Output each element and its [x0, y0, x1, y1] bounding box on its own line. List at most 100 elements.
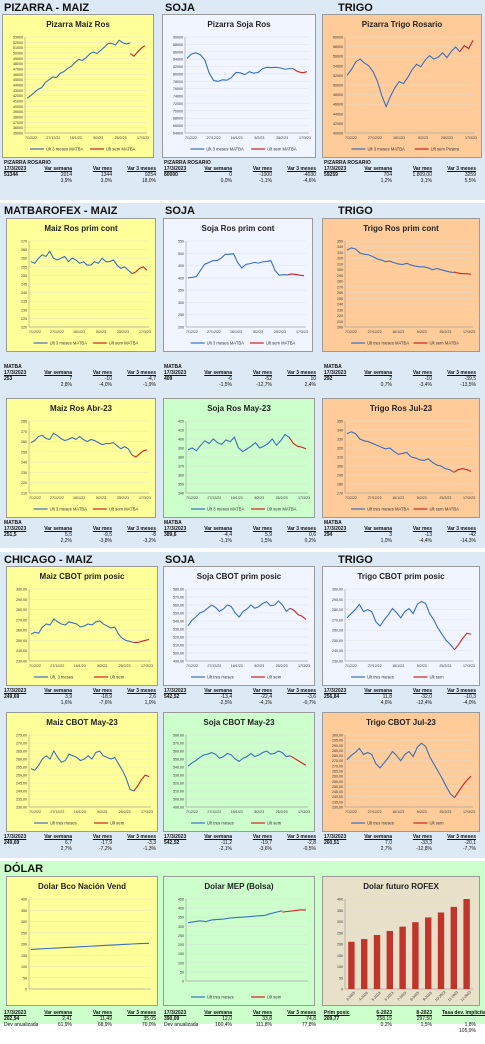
series-line-last-week — [459, 40, 474, 52]
table-cell: 1.809,00 — [412, 172, 432, 178]
table-cell: -32,0 — [420, 694, 432, 700]
y-tick-label: 300,00 — [332, 588, 343, 592]
x-tick-label: 5/2/23 — [254, 810, 264, 814]
y-tick-label: 230 — [21, 308, 27, 312]
chart-cmaizm: Maiz CBOT May-23 275,00 270,00 265,00 260,00… — [6, 712, 158, 832]
legend-main: Ult 3 meses MATBA — [207, 341, 245, 346]
y-tick-label: 350 — [178, 289, 184, 293]
legend-main: Ult 3 meses MATBA — [207, 507, 245, 512]
table-title: MATBA — [324, 520, 342, 526]
x-tick-label: 25/2/23 — [439, 330, 451, 334]
y-tick-label: 340 — [337, 429, 343, 433]
series-line-last-week — [289, 607, 307, 620]
x-tick-label: 27/12/22 — [207, 496, 221, 500]
table-cell: 77,8% — [301, 1022, 316, 1028]
series-line-last-week — [133, 774, 150, 792]
table-cell: -20,1 — [464, 840, 476, 846]
legend-last-week: Ult sem — [267, 995, 282, 1000]
table-cell: 256,84 — [324, 694, 340, 700]
chart-atrigo: Trigo Ros Jul-23 350 340 330 320 310 300 290 280… — [322, 398, 480, 518]
y-tick-label: 340 — [178, 492, 184, 496]
x-tick-label: 17/3/23 — [298, 810, 310, 814]
table-header: 17/3/2023 — [324, 370, 347, 376]
chart-title: Trigo CBOT prim posic — [357, 572, 445, 581]
x-tick-label: 7-2023 — [397, 991, 408, 1002]
x-tick-label: 25/2/23 — [439, 664, 451, 668]
table-header: Var 3 meses — [127, 688, 156, 694]
series-line-main — [187, 433, 290, 453]
series-line-last-week — [454, 775, 472, 799]
table-header: 17/3/2023 — [324, 526, 347, 532]
y-tick-label: 400 — [337, 898, 343, 902]
y-tick-label: 150 — [337, 954, 343, 958]
y-tick-label: 320 — [337, 447, 343, 451]
x-tick-label: 16/1/23 — [73, 330, 85, 334]
x-tick-label: 5/2/23 — [97, 810, 107, 814]
table-header: Var semana — [44, 688, 72, 694]
table-header: Var semana — [204, 370, 232, 376]
table-cell: 11,49 — [99, 1016, 112, 1022]
x-tick-label: 7/12/22 — [29, 810, 41, 814]
y-tick-label: 38000 — [13, 116, 23, 120]
table-header: Var semana — [364, 370, 392, 376]
table-cell: 249,69 — [4, 694, 20, 700]
x-tick-label: 5/2/23 — [417, 810, 427, 814]
table-cell: 0,7% — [380, 382, 392, 388]
y-tick-label: 250,00 — [16, 639, 27, 643]
x-tick-label: 17/3/23 — [299, 136, 311, 140]
table-header: Var semana — [364, 526, 392, 532]
y-tick-label: 400 — [21, 898, 27, 902]
x-tick-label: 7/12/22 — [186, 330, 198, 334]
y-tick-label: 255,00 — [16, 766, 27, 770]
x-tick-label: 27/12/22 — [50, 810, 64, 814]
chart-title: Trigo Ros prim cont — [363, 224, 439, 233]
table-header: Var mes — [252, 1010, 272, 1016]
x-tick-label: 7/12/22 — [345, 496, 357, 500]
y-tick-label: 46000 — [13, 73, 23, 77]
y-tick-label: 310 — [337, 456, 343, 460]
y-tick-label: 410 — [178, 429, 184, 433]
table-cell: 160,4% — [215, 1022, 232, 1028]
table-cell: 1344 — [100, 172, 112, 178]
y-tick-label: 270 — [21, 240, 27, 244]
chart-svg-cmaizm: Maiz CBOT May-23 275,00 270,00 265,00 260,00… — [16, 718, 153, 826]
table-header: Var 3 meses — [447, 370, 476, 376]
table-cell: -12,7% — [256, 382, 272, 388]
y-tick-label: 510,00 — [173, 644, 184, 648]
series-line-last-week — [287, 273, 305, 277]
table-cell: -14,3% — [460, 538, 476, 544]
stats-table-d-3: Prim posic 6-2023 8-2023 Tasa dev. implícit… — [322, 1010, 485, 1044]
table-cell: -4,0% — [98, 382, 112, 388]
x-tick-label: 27/12/22 — [207, 136, 221, 140]
x-tick-label: 7/12/22 — [186, 810, 198, 814]
table-cell: -1000 — [259, 172, 272, 178]
x-tick-label: 16/1/23 — [231, 136, 243, 140]
series-line-main — [26, 39, 131, 99]
y-tick-label: 50 — [23, 976, 27, 980]
table-cell: -0,5% — [302, 846, 316, 852]
table-header: 17/3/2023 — [164, 834, 187, 840]
legend-last-week: Ult sem MATBA — [109, 341, 139, 346]
table-header: Var mes — [412, 688, 432, 694]
x-tick-label: 7/12/22 — [345, 136, 357, 140]
y-tick-label: 40000 — [13, 105, 23, 109]
x-tick-label: 17/3/23 — [141, 810, 153, 814]
y-tick-label: 350 — [21, 909, 27, 913]
y-tick-label: 330 — [337, 251, 343, 255]
table-cell: 74,8 — [306, 1016, 316, 1022]
table-cell: 68,9% — [97, 1022, 112, 1028]
x-tick-label: 5/2/23 — [417, 664, 427, 668]
legend-main: Ult 3 meses MATBA — [46, 147, 84, 152]
chart-msoja: Soja Ros prim cont 550 500 450 400 350 300 250 2… — [163, 218, 313, 352]
table-cell: -19,7 — [260, 840, 272, 846]
y-tick-label: 360 — [178, 474, 184, 478]
y-tick-label: 490,00 — [173, 660, 184, 664]
table-header: Var semana — [204, 1010, 232, 1016]
chart-svg-asoja: Soja Ros May-23 420 410 400 390 380 370 360 350 3… — [178, 404, 310, 512]
table-cell: -7,2% — [98, 846, 112, 852]
y-tick-label: 70000 — [173, 109, 183, 113]
chart-title: Soja CBOT prim posic — [197, 572, 282, 581]
y-tick-label: 510,00 — [173, 790, 184, 794]
x-tick-label: 5/2/23 — [417, 496, 427, 500]
